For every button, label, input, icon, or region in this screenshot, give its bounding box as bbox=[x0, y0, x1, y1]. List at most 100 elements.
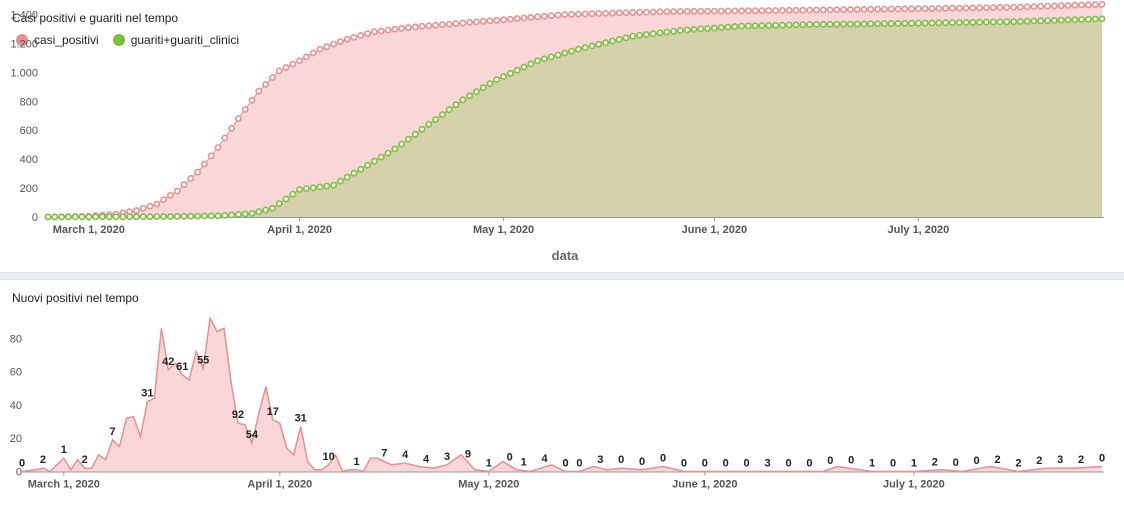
data-point-marker bbox=[874, 5, 881, 13]
data-label: 2 bbox=[994, 454, 1000, 466]
data-label: 1 bbox=[353, 456, 359, 468]
data-point-marker bbox=[772, 7, 779, 14]
data-point-marker bbox=[418, 22, 426, 30]
data-point-marker bbox=[180, 212, 188, 220]
data-label: 7 bbox=[381, 448, 387, 460]
data-point-marker bbox=[132, 207, 140, 214]
data-label: 0 bbox=[562, 458, 568, 470]
data-point-marker bbox=[534, 57, 541, 65]
data-point-marker bbox=[500, 16, 507, 24]
data-point-marker bbox=[65, 213, 72, 221]
legend-item-guariti[interactable]: guariti+guariti_clinici bbox=[112, 33, 240, 47]
x-tick-label: June 1, 2020 bbox=[672, 479, 737, 491]
legend-item-casi-positivi[interactable]: casi_positivi bbox=[16, 33, 99, 47]
data-point-marker bbox=[670, 8, 677, 15]
data-point-marker bbox=[867, 20, 875, 28]
data-label: 0 bbox=[681, 458, 687, 470]
x-tick-label: March 1, 2020 bbox=[28, 479, 100, 491]
data-point-marker bbox=[445, 20, 453, 28]
data-point-marker bbox=[690, 25, 698, 33]
data-point-marker bbox=[704, 25, 711, 32]
data-point-marker bbox=[826, 20, 834, 28]
data-point-marker bbox=[336, 38, 344, 45]
data-point-marker bbox=[724, 7, 732, 15]
data-label: 2 bbox=[1015, 458, 1021, 470]
data-point-marker bbox=[289, 60, 297, 68]
data-point-marker bbox=[1085, 15, 1092, 23]
data-point-marker bbox=[438, 111, 446, 118]
data-point-marker bbox=[364, 30, 371, 37]
data-point-marker bbox=[493, 76, 501, 83]
data-point-marker bbox=[1078, 1, 1085, 9]
data-point-marker bbox=[1051, 2, 1058, 10]
data-point-marker bbox=[867, 5, 875, 13]
data-point-marker bbox=[153, 213, 161, 220]
data-point-marker bbox=[255, 87, 263, 95]
data-point-marker bbox=[262, 206, 269, 214]
data-label: 0 bbox=[953, 457, 959, 469]
data-point-marker bbox=[187, 174, 195, 182]
data-point-marker bbox=[1003, 3, 1011, 11]
data-point-marker bbox=[575, 10, 582, 18]
data-point-marker bbox=[983, 18, 990, 26]
data-point-marker bbox=[860, 5, 868, 13]
x-tick-label: April 1, 2020 bbox=[247, 479, 312, 491]
data-point-marker bbox=[609, 9, 616, 17]
data-point-marker bbox=[738, 7, 745, 15]
data-point-marker bbox=[881, 5, 888, 13]
data-point-marker bbox=[275, 200, 283, 207]
data-point-marker bbox=[51, 213, 59, 221]
data-point-marker bbox=[976, 18, 983, 26]
data-label: 0 bbox=[507, 452, 513, 464]
data-point-marker bbox=[350, 33, 358, 41]
data-point-marker bbox=[1010, 3, 1017, 11]
data-point-marker bbox=[554, 11, 562, 19]
data-point-marker bbox=[71, 213, 79, 221]
data-point-marker bbox=[506, 15, 514, 23]
data-point-marker bbox=[588, 42, 596, 50]
data-point-marker bbox=[153, 200, 161, 208]
data-point-marker bbox=[200, 160, 208, 168]
data-point-marker bbox=[520, 63, 528, 71]
x-tick-label: May 1, 2020 bbox=[458, 479, 519, 491]
data-point-marker bbox=[962, 4, 970, 12]
data-point-marker bbox=[711, 24, 718, 32]
data-label: 17 bbox=[267, 406, 279, 418]
legend-label-guariti: guariti+guariti_clinici bbox=[130, 33, 240, 47]
data-point-marker bbox=[1023, 17, 1031, 25]
data-point-marker bbox=[1057, 2, 1065, 10]
data-point-marker bbox=[656, 8, 664, 16]
data-label: 0 bbox=[702, 458, 708, 470]
data-point-marker bbox=[139, 204, 147, 212]
data-point-marker bbox=[1064, 2, 1072, 9]
data-point-marker bbox=[173, 212, 181, 220]
data-point-marker bbox=[105, 213, 113, 221]
x-tick-label: March 1, 2020 bbox=[53, 224, 125, 236]
data-point-marker bbox=[547, 53, 555, 61]
data-point-marker bbox=[568, 10, 575, 18]
series-line-0 bbox=[21, 315, 1103, 473]
data-point-marker bbox=[745, 7, 752, 15]
data-point-marker bbox=[622, 9, 630, 17]
data-label: 4 bbox=[402, 449, 409, 461]
data-point-marker bbox=[302, 53, 310, 61]
data-point-marker bbox=[887, 5, 895, 13]
data-label: 0 bbox=[660, 453, 666, 465]
data-point-marker bbox=[677, 26, 684, 34]
data-point-marker bbox=[1023, 3, 1031, 11]
data-point-marker bbox=[146, 213, 154, 221]
data-point-marker bbox=[493, 16, 501, 24]
data-point-marker bbox=[847, 20, 854, 28]
data-point-marker bbox=[1037, 17, 1045, 25]
data-point-marker bbox=[234, 210, 242, 218]
data-point-marker bbox=[139, 213, 147, 221]
x-tick-label: May 1, 2020 bbox=[473, 224, 534, 236]
data-point-marker bbox=[391, 145, 399, 153]
data-point-marker bbox=[677, 7, 684, 15]
data-point-marker bbox=[432, 21, 439, 29]
data-label: 2 bbox=[82, 454, 88, 466]
y-tick-label: 1.400 bbox=[10, 9, 38, 21]
data-label: 2 bbox=[1036, 455, 1042, 467]
data-label: 2 bbox=[932, 456, 938, 468]
y-tick-label: 800 bbox=[20, 96, 38, 108]
